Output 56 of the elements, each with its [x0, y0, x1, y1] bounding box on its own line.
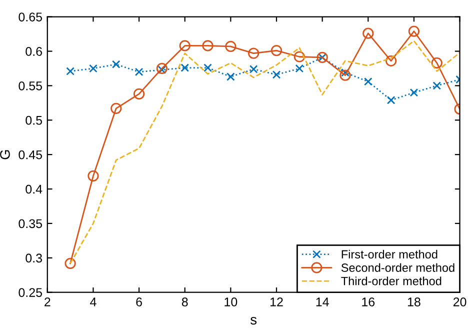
point: [272, 70, 281, 79]
point: [179, 40, 190, 52]
point: [112, 60, 120, 68]
point: [89, 64, 98, 73]
x-tick-label: 2: [44, 298, 50, 306]
y-tick-label: 0.45: [18, 150, 42, 160]
point: [294, 51, 305, 62]
point: [248, 48, 260, 59]
y-tick-label: 0.3: [26, 254, 42, 263]
x-tick-label: 14: [316, 298, 329, 306]
y-tick-label: 0.35: [18, 219, 42, 228]
point: [386, 96, 396, 104]
point: [341, 68, 350, 77]
point: [340, 70, 351, 81]
point: [431, 57, 442, 69]
x-tick-label: 8: [182, 298, 188, 306]
x-tick-label: 6: [136, 298, 142, 306]
x-axis-title: s: [250, 317, 257, 325]
point: [295, 64, 304, 73]
x-tick-label: 10: [224, 298, 238, 306]
point: [408, 26, 420, 37]
point: [225, 40, 236, 52]
legend-label: First-order method: [342, 250, 438, 259]
y-axis-title: G: [0, 150, 10, 160]
x-tick-label: 18: [408, 298, 420, 306]
point: [385, 55, 397, 66]
x-tick-label: 20: [453, 298, 466, 306]
point: [66, 67, 74, 76]
point: [249, 64, 258, 74]
y-tick-label: 0.25: [18, 288, 42, 297]
legend-label: Third-order method: [341, 276, 442, 286]
point: [226, 72, 235, 81]
point: [64, 258, 76, 269]
point: [362, 28, 374, 39]
point: [156, 62, 168, 74]
x-tick-label: 16: [362, 298, 375, 306]
point: [410, 88, 418, 97]
x-tick-label: 12: [270, 298, 283, 306]
y-tick-label: 0.4: [26, 184, 42, 194]
x-tick-label: 4: [90, 298, 96, 306]
point: [158, 66, 166, 74]
y-tick-label: 0.5: [26, 116, 42, 125]
point: [88, 170, 99, 182]
y-tick-label: 0.6: [26, 47, 42, 56]
point: [180, 64, 190, 72]
legend-label: Second-order method: [341, 263, 454, 272]
point: [204, 64, 212, 72]
point: [202, 40, 214, 52]
point: [364, 77, 372, 86]
point: [110, 102, 122, 114]
y-tick-label: 0.65: [18, 12, 42, 22]
point: [432, 82, 442, 90]
point: [270, 44, 282, 56]
point: [133, 88, 145, 100]
point: [134, 68, 144, 76]
y-tick-label: 0.55: [18, 81, 42, 90]
